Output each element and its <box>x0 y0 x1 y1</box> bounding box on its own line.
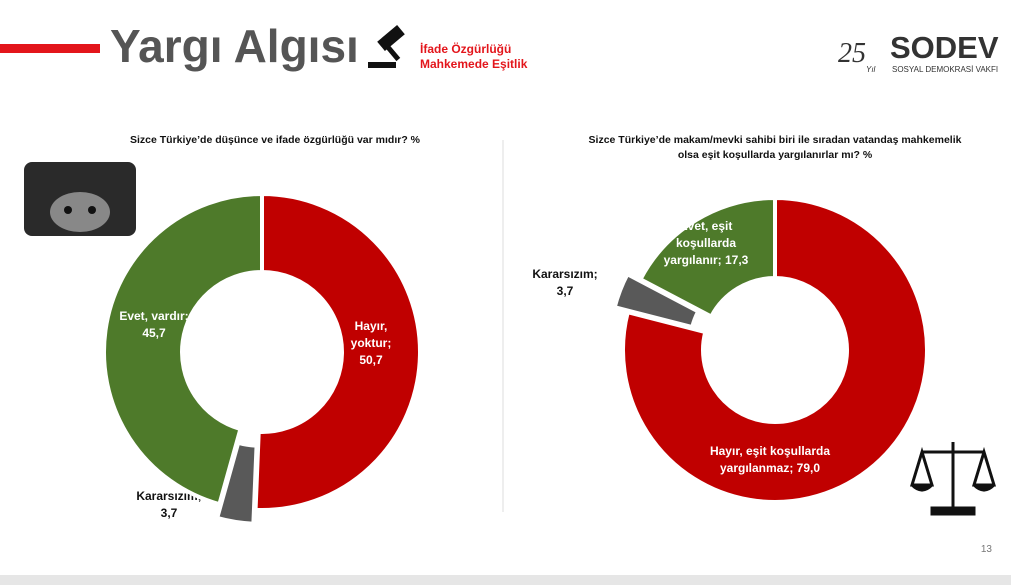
data-label: Hayır, eşit koşullarda yargılanmaz; 79,0 <box>690 443 850 477</box>
value-label: 79,0 <box>796 461 821 475</box>
category-label: Hayır, eşit koşullarda yargılanmaz; <box>709 444 831 475</box>
chart-title: Sizce Türkiye’de düşünce ve ifade özgürl… <box>130 134 420 146</box>
logo-sub: SOSYAL DEMOKRASİ VAKFI <box>892 65 998 74</box>
value-label: 45,7 <box>142 326 166 340</box>
category-label: Evet, vardır; <box>119 309 189 323</box>
data-label: Kararsızım; 3,7 <box>128 488 210 522</box>
photo <box>24 162 136 236</box>
logo-yil: Yıl <box>866 65 876 74</box>
donut-slice <box>637 195 777 320</box>
title-bar <box>0 44 100 53</box>
data-label: Hayır, yoktur; 50,7 <box>340 318 402 369</box>
logo-name: SODEV <box>890 30 999 65</box>
page-number: 13 <box>981 544 993 555</box>
data-label-box: Evet, eşit koşullarda yargılanır; 17,3 <box>654 218 758 269</box>
value-label: 17,3 <box>725 253 749 267</box>
data-label-box: Hayır, eşit koşullarda yargılanmaz; 79,0 <box>690 443 850 477</box>
value-label: 50,7 <box>359 353 383 367</box>
category-label: Kararsızım; <box>532 267 598 281</box>
gavel-icon <box>368 25 405 68</box>
donut-slice <box>102 191 264 507</box>
slide-title: Yargı Algısı <box>110 20 359 72</box>
data-label-box: Kararsızım; 3,7 <box>528 266 602 300</box>
data-label-box: Kararsızım; 3,7 <box>128 488 210 522</box>
scales-icon <box>909 442 997 516</box>
tag: Mahkemede Eşitlik <box>420 57 528 71</box>
donut-slice <box>621 195 929 504</box>
category-label: Kararsızım; <box>136 489 202 503</box>
data-label: Evet, vardır; 45,7 <box>118 308 190 342</box>
data-label: Evet, eşit koşullarda yargılanır; 17,3 <box>654 218 758 269</box>
category-label: Evet, eşit koşullarda yargılanır; <box>663 219 737 267</box>
data-label-box: Hayır, yoktur; 50,7 <box>340 318 402 369</box>
chart-title-box: Sizce Türkiye’de düşünce ve ifade özgürl… <box>130 134 420 146</box>
data-label-box: Evet, vardır; 45,7 <box>118 308 190 342</box>
footer-strip <box>0 575 1011 585</box>
data-label: Kararsızım; 3,7 <box>528 266 602 300</box>
donut-slice <box>253 191 423 512</box>
logo-years: 25 <box>838 38 866 69</box>
chart-title-box: Sizce Türkiye’de makam/mevki sahibi biri… <box>588 134 962 161</box>
chart-title: Sizce Türkiye’de makam/mevki sahibi biri… <box>588 134 962 161</box>
value-label: 3,7 <box>556 284 574 298</box>
value-label: 3,7 <box>160 506 178 520</box>
tag: İfade Özgürlüğü <box>420 41 511 56</box>
category-label: Hayır, yoktur; <box>350 319 392 350</box>
